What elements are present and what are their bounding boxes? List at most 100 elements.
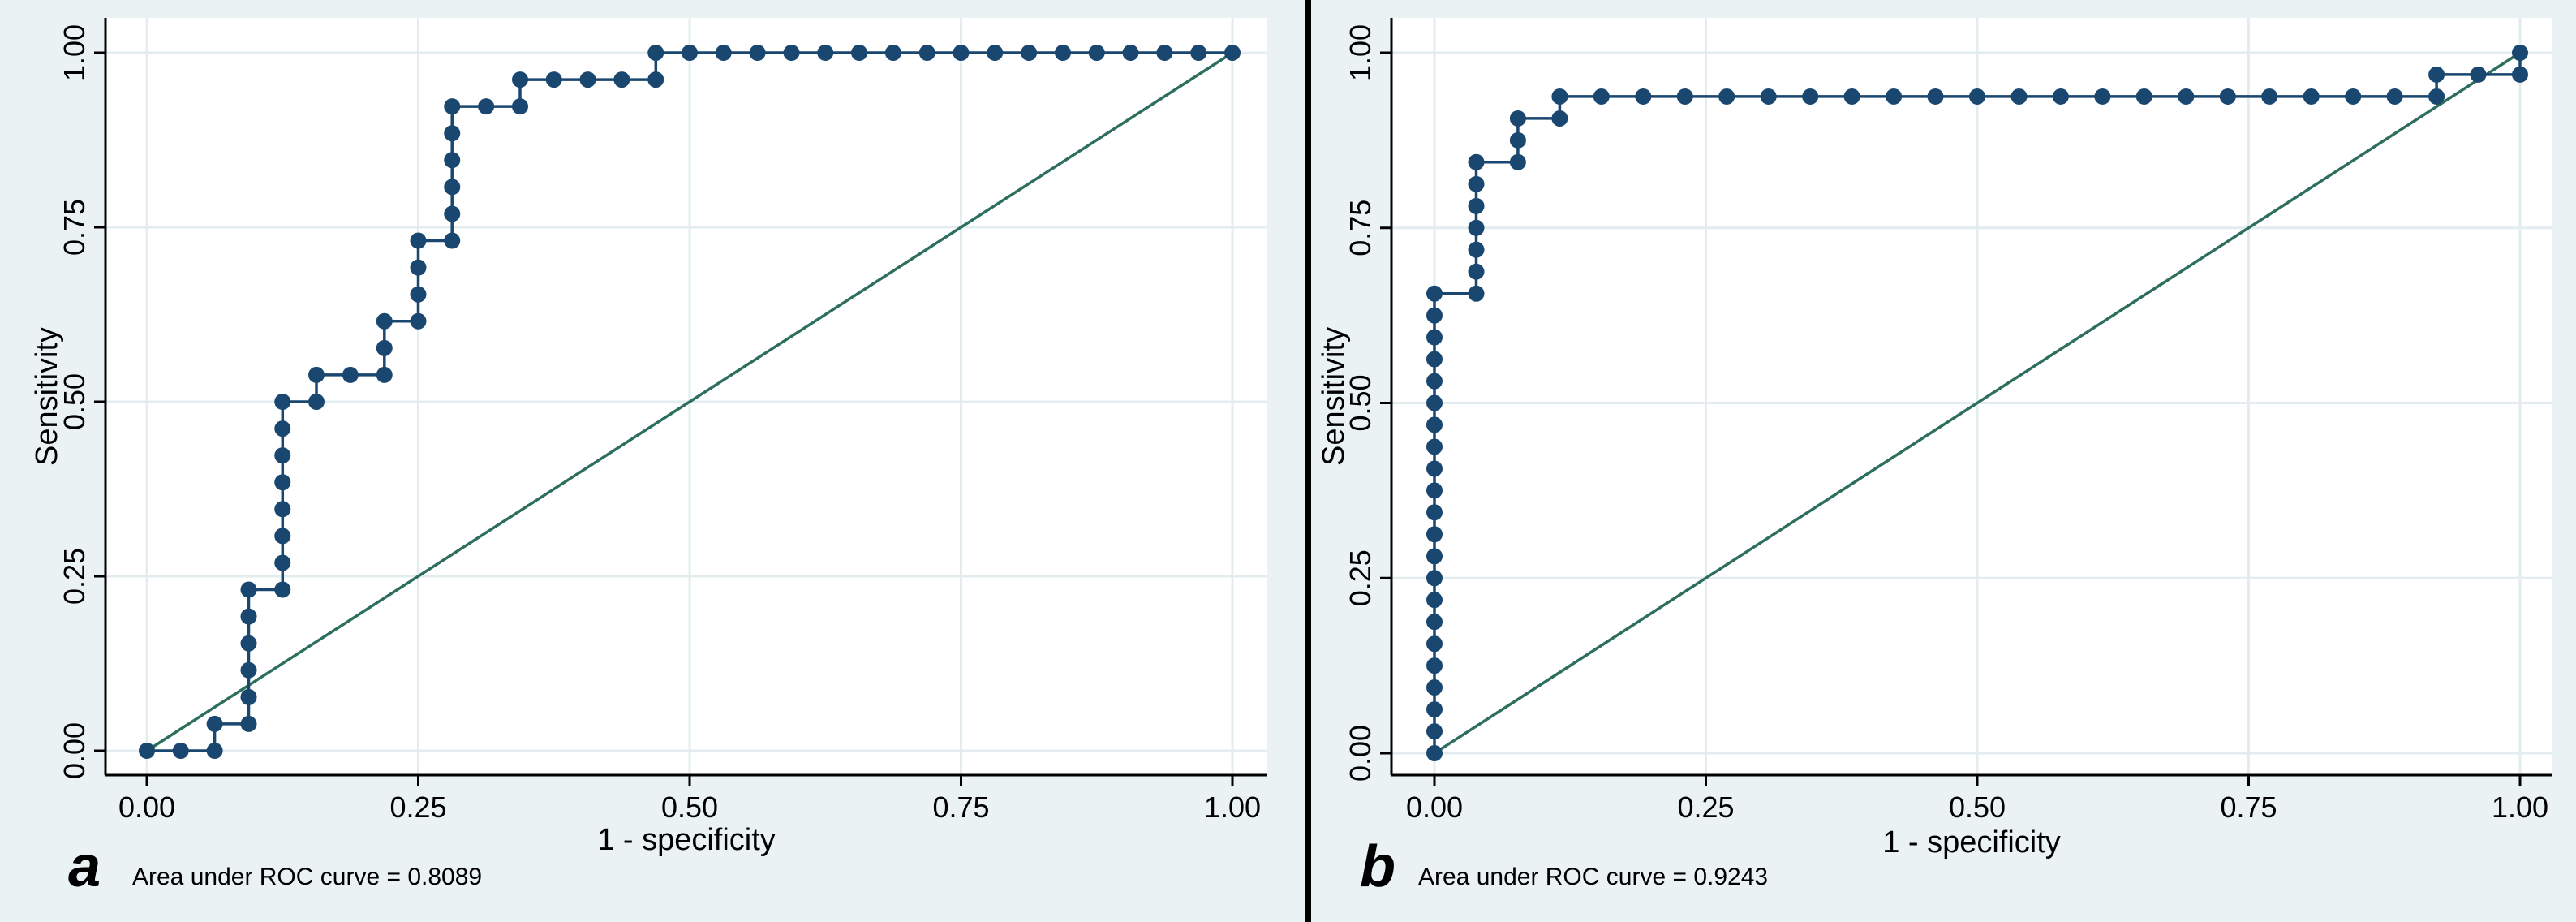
roc-point	[884, 45, 901, 61]
y-axis-title: Sensitivity	[30, 327, 64, 466]
roc-point	[953, 45, 970, 61]
roc-point	[1635, 88, 1652, 105]
roc-point	[1426, 285, 1443, 302]
roc-point	[444, 125, 461, 142]
plot-area	[105, 18, 1267, 775]
x-tick-label: 0.75	[2220, 791, 2277, 824]
roc-point	[1426, 679, 1443, 696]
roc-point	[1426, 526, 1443, 543]
roc-point	[2428, 66, 2445, 83]
roc-point	[1426, 460, 1443, 477]
roc-point	[410, 286, 427, 303]
y-tick-label: 0.75	[58, 199, 91, 256]
roc-point	[1190, 45, 1207, 61]
roc-point	[613, 71, 630, 88]
roc-point	[1760, 88, 1777, 105]
roc-point	[444, 205, 461, 222]
roc-point	[274, 554, 291, 571]
roc-point	[274, 528, 291, 545]
x-tick-label: 1.00	[2492, 791, 2548, 824]
roc-point	[1426, 701, 1443, 718]
roc-point	[1468, 241, 1485, 258]
x-tick-label: 0.00	[118, 791, 175, 824]
roc-point	[1426, 351, 1443, 368]
roc-point	[749, 45, 766, 61]
x-axis-title: 1 - specificity	[1882, 825, 2061, 860]
roc-point	[647, 71, 664, 88]
roc-point	[1551, 110, 1568, 127]
reference-line	[1434, 51, 2521, 755]
roc-point	[1509, 131, 1526, 149]
roc-point	[987, 45, 1004, 61]
roc-point	[1088, 45, 1105, 61]
roc-point	[817, 45, 834, 61]
y-tick-label: 0.50	[1344, 374, 1377, 431]
roc-point	[2135, 88, 2152, 105]
reference-line	[146, 51, 1233, 752]
y-tick-label: 1.00	[1344, 24, 1377, 81]
roc-point	[1426, 614, 1443, 631]
roc-point	[444, 152, 461, 169]
roc-point	[376, 339, 393, 356]
roc-point	[1927, 88, 1944, 105]
panel-label: b	[1360, 834, 1396, 899]
roc-point	[1426, 745, 1443, 761]
roc-point	[1468, 175, 1485, 192]
roc-point	[1509, 110, 1526, 127]
roc-point	[139, 743, 155, 759]
roc-point	[1843, 88, 1860, 105]
roc-point	[783, 45, 800, 61]
roc-point	[1468, 153, 1485, 170]
roc-point	[682, 45, 698, 61]
x-tick-label: 0.25	[389, 791, 446, 824]
y-axis-title: Sensitivity	[1317, 327, 1351, 466]
roc-point	[444, 98, 461, 115]
roc-point	[172, 743, 189, 759]
roc-point	[1021, 45, 1038, 61]
roc-point	[410, 232, 427, 249]
roc-point	[2428, 88, 2445, 105]
roc-point	[1426, 548, 1443, 565]
x-tick-label: 0.75	[932, 791, 989, 824]
roc-point	[240, 661, 257, 679]
roc-point	[1426, 592, 1443, 609]
x-tick-label: 1.00	[1204, 791, 1261, 824]
roc-point	[512, 71, 529, 88]
roc-point	[1676, 88, 1693, 105]
y-tick-label: 0.25	[1344, 549, 1377, 606]
roc-point	[206, 743, 223, 759]
roc-point	[2178, 88, 2195, 105]
roc-point	[2261, 88, 2278, 105]
x-tick-label: 0.25	[1677, 791, 1734, 824]
auc-note: Area under ROC curve = 0.8089	[132, 864, 482, 890]
roc-point	[410, 259, 427, 276]
x-tick-label: 0.00	[1406, 791, 1463, 824]
roc-point	[274, 420, 291, 437]
roc-point	[1468, 219, 1485, 236]
roc-point	[1886, 88, 1903, 105]
roc-point	[1969, 88, 1985, 105]
chart-panel-a: 0.00 0.25 0.50 0.75 1.00 0.00 0.25 0.50 0.75 1.00…	[30, 18, 1267, 899]
roc-point	[240, 608, 257, 625]
roc-point	[1509, 153, 1526, 170]
roc-point	[1055, 45, 1072, 61]
roc-point	[2345, 88, 2362, 105]
roc-point	[307, 366, 325, 383]
roc-point	[1426, 504, 1443, 521]
roc-point	[376, 366, 393, 383]
roc-point	[274, 501, 291, 518]
roc-point	[1426, 570, 1443, 587]
roc-point	[1468, 285, 1485, 302]
roc-point	[1122, 45, 1139, 61]
roc-point	[1551, 88, 1568, 105]
roc-point	[2052, 88, 2069, 105]
x-tick-label: 0.50	[661, 791, 718, 824]
roc-point	[715, 45, 732, 61]
roc-point	[1468, 197, 1485, 214]
y-tick-label: 0.50	[58, 373, 91, 430]
roc-point	[274, 394, 291, 410]
x-axis-title: 1 - specificity	[597, 823, 776, 857]
roc-point	[579, 71, 596, 88]
roc-point	[240, 715, 257, 732]
roc-point	[410, 312, 427, 330]
